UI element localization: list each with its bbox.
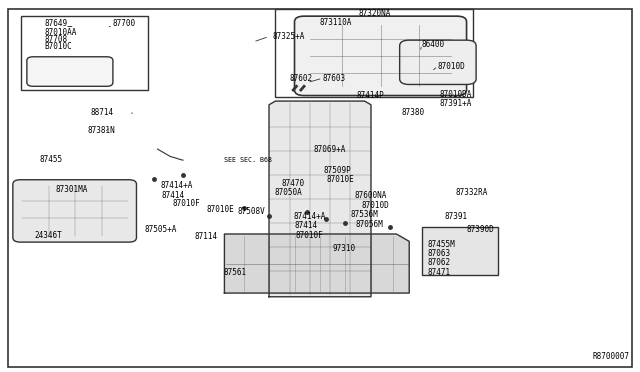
Text: 87455: 87455	[40, 154, 63, 164]
Text: 24346T: 24346T	[35, 231, 62, 240]
Text: 87325+A: 87325+A	[272, 32, 305, 41]
Text: 87470: 87470	[282, 179, 305, 187]
Text: 873110A: 873110A	[320, 18, 353, 28]
Text: 87414: 87414	[162, 191, 185, 200]
Polygon shape	[225, 234, 409, 293]
Text: 87320NA: 87320NA	[358, 9, 390, 18]
Text: SEE SEC. B68: SEE SEC. B68	[225, 157, 273, 163]
Text: 87063: 87063	[427, 249, 450, 258]
Polygon shape	[269, 101, 371, 297]
Text: R8700007: R8700007	[592, 352, 629, 361]
Text: 87508V: 87508V	[237, 206, 265, 216]
Text: 87391+A: 87391+A	[440, 99, 472, 108]
Text: 87390D: 87390D	[467, 225, 494, 234]
Text: 87069+A: 87069+A	[314, 145, 346, 154]
Text: 87471: 87471	[427, 267, 450, 276]
FancyBboxPatch shape	[294, 16, 467, 96]
Text: 87455M: 87455M	[427, 240, 455, 249]
Text: 87010DA: 87010DA	[440, 90, 472, 99]
Text: 87056M: 87056M	[356, 219, 383, 228]
Text: 87010AA: 87010AA	[45, 28, 77, 36]
Text: 87602: 87602	[289, 74, 312, 83]
Text: 87010F: 87010F	[172, 199, 200, 208]
Text: 87536M: 87536M	[351, 210, 378, 219]
Text: 87600NA: 87600NA	[355, 192, 387, 201]
Text: 87050A: 87050A	[274, 188, 302, 197]
Text: 88714: 88714	[91, 108, 114, 117]
Bar	[275, 9, 473, 97]
Text: 87114: 87114	[195, 232, 218, 241]
FancyBboxPatch shape	[422, 227, 499, 275]
Text: 87010D: 87010D	[362, 201, 389, 210]
Text: 87509P: 87509P	[324, 166, 351, 175]
Text: 97310: 97310	[333, 244, 356, 253]
Text: 87010F: 87010F	[296, 231, 324, 240]
FancyBboxPatch shape	[27, 57, 113, 86]
Text: 87062: 87062	[427, 258, 450, 267]
Text: 87700: 87700	[113, 19, 136, 29]
Text: 87010E: 87010E	[326, 175, 354, 184]
Text: 87649: 87649	[45, 19, 68, 29]
Text: 87381N: 87381N	[88, 126, 115, 135]
Text: 87010D: 87010D	[438, 61, 466, 71]
FancyBboxPatch shape	[13, 180, 136, 242]
Text: 87010E: 87010E	[207, 205, 234, 215]
Text: 87561: 87561	[223, 267, 246, 276]
Text: 87505+A: 87505+A	[145, 225, 177, 234]
Text: 87414+A: 87414+A	[161, 182, 193, 190]
Text: 87332RA: 87332RA	[455, 188, 488, 197]
Text: 87380: 87380	[401, 108, 425, 117]
Bar	[20, 16, 148, 90]
Text: 87708: 87708	[45, 35, 68, 44]
Text: 87301MA: 87301MA	[56, 185, 88, 194]
Text: 87414P: 87414P	[356, 91, 384, 100]
Text: 87414: 87414	[294, 221, 317, 230]
FancyBboxPatch shape	[399, 40, 476, 84]
Text: 86400: 86400	[422, 40, 445, 49]
Text: 87414+A: 87414+A	[293, 212, 326, 221]
Text: B7010C: B7010C	[45, 42, 72, 51]
Text: 87603: 87603	[323, 74, 346, 83]
Text: 87391: 87391	[444, 212, 467, 221]
